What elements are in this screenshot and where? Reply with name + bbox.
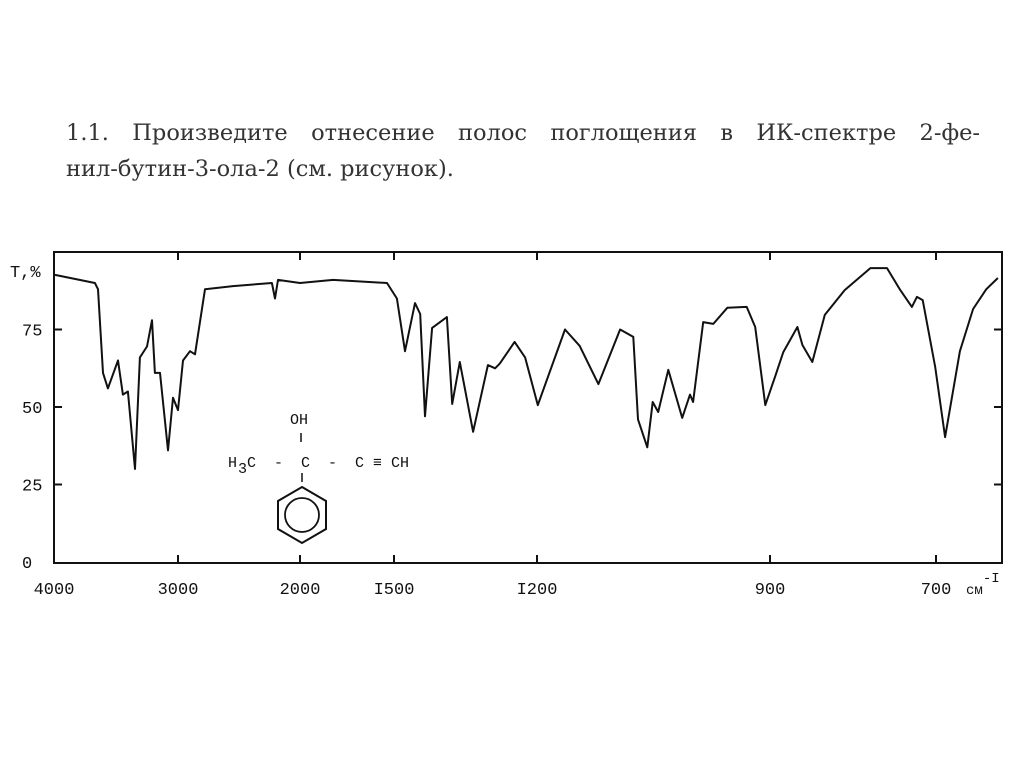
structural-formula: OH H 3 C - C - C ≡ CH	[228, 412, 409, 545]
x-tick-label: I200	[517, 581, 558, 600]
y-tick-label: 0	[22, 555, 32, 574]
y-axis: 0 25 50 75	[22, 323, 1002, 574]
x-tick-label: 2000	[280, 581, 321, 600]
methyl-h: H	[228, 455, 237, 472]
plot-frame	[53, 251, 1003, 564]
y-axis-label: T,%	[10, 264, 41, 283]
y-tick-label: 75	[22, 323, 42, 342]
carbon-chain: C - C - C ≡ CH	[247, 455, 409, 472]
x-unit-base: см	[966, 583, 983, 599]
x-tick-label: 3000	[158, 581, 199, 600]
benzene-ring-icon	[277, 485, 327, 545]
x-tick-label: 4000	[34, 581, 75, 600]
x-tick-label: 700	[921, 581, 952, 600]
x-tick-label: I500	[374, 581, 415, 600]
y-tick-label: 50	[22, 400, 42, 419]
y-tick-label: 25	[22, 478, 42, 497]
hydroxyl-label: OH	[290, 412, 308, 429]
x-tick-label: 900	[755, 581, 786, 600]
x-axis-unit: см-I	[966, 571, 1000, 599]
x-axis: 4000 3000 2000 I500 I200 900 700	[34, 252, 952, 600]
task-text-line-1: 1.1. Произведите отнесение полос поглоще…	[66, 120, 980, 146]
spectrum-line	[54, 267, 999, 470]
x-unit-exponent: -I	[983, 571, 1000, 587]
methyl-subscript: 3	[238, 461, 247, 478]
task-text-line-2: нил-бутин-3-ола-2 (см. рисунок).	[66, 156, 454, 182]
